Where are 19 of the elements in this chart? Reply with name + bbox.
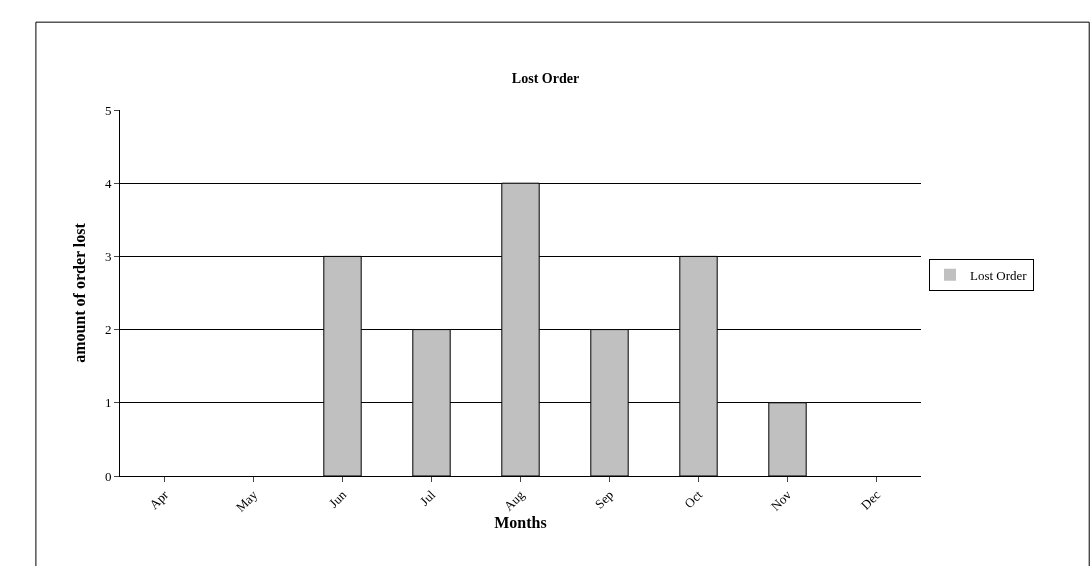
x-tick-label: Sep bbox=[591, 487, 617, 512]
x-tick-label: Dec bbox=[857, 487, 884, 513]
y-tick-label: 4 bbox=[104, 175, 112, 191]
y-tick-label: 0 bbox=[104, 468, 112, 484]
x-tick-label: Aug bbox=[500, 486, 528, 514]
y-tick-label: 5 bbox=[104, 102, 112, 118]
x-tick-label: Jul bbox=[416, 486, 439, 509]
x-tick-label: Apr bbox=[146, 486, 172, 513]
chart-title: Lost Order bbox=[511, 71, 580, 87]
y-tick-label: 3 bbox=[104, 248, 112, 264]
x-tick-label: Jun bbox=[325, 486, 350, 511]
y-tick-label: 2 bbox=[104, 322, 112, 338]
x-tick-label: Oct bbox=[681, 486, 706, 512]
x-tick-label: May bbox=[232, 486, 261, 515]
x-axis-title: Months bbox=[494, 513, 547, 531]
legend-label: Lost Order bbox=[970, 267, 1028, 283]
y-tick-label: 1 bbox=[104, 395, 112, 411]
y-axis-title: amount of order lost bbox=[70, 222, 88, 363]
x-tick-label: Nov bbox=[767, 486, 795, 514]
